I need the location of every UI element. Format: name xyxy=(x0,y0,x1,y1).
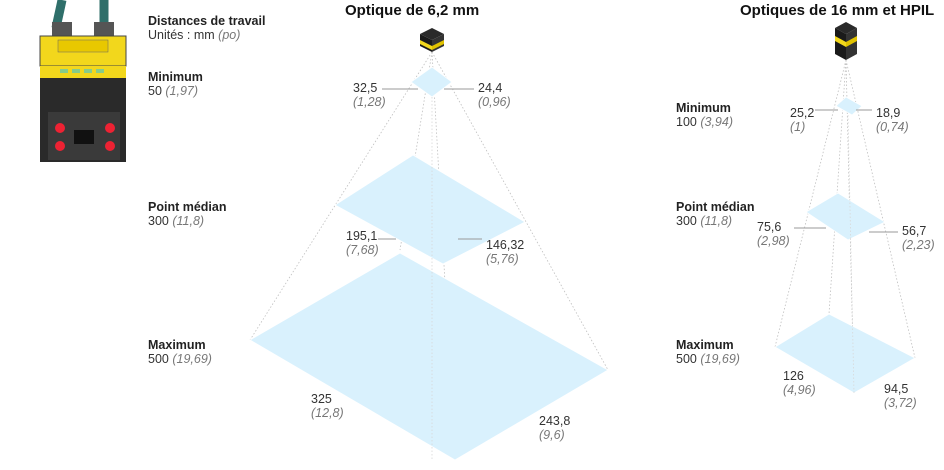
right-dim-mid-h: 56,7 (2,23) xyxy=(902,224,935,252)
row-alt: (19,69) xyxy=(172,352,212,366)
left-field-max xyxy=(249,252,609,461)
dim-value: 24,4 xyxy=(478,81,503,95)
row-alt: (11,8) xyxy=(172,214,205,228)
right-dim-max-w: 126 (4,96) xyxy=(783,369,816,397)
dim-value: 243,8 xyxy=(539,414,571,428)
right-dim-min-w: 25,2 (1) xyxy=(790,106,814,134)
row-alt: (3,94) xyxy=(700,115,733,129)
left-leaders xyxy=(378,88,482,240)
left-row-min: Minimum 50 (1,97) xyxy=(148,70,203,98)
units-label: Unités : mm xyxy=(148,28,215,42)
row-alt: (1,97) xyxy=(165,84,199,98)
right-field-mid xyxy=(805,192,886,241)
dim-alt: (4,96) xyxy=(783,383,816,397)
row-label: Point médian xyxy=(676,200,755,214)
dim-value: 195,1 xyxy=(346,229,378,243)
dim-value: 94,5 xyxy=(884,382,909,396)
dim-alt: (12,8) xyxy=(311,406,344,420)
row-label: Maximum xyxy=(676,338,734,352)
dim-value: 146,32 xyxy=(486,238,525,252)
camera-image xyxy=(39,0,127,162)
right-row-min: Minimum 100 (3,94) xyxy=(676,101,733,129)
dim-alt: (2,98) xyxy=(757,234,790,248)
left-row-mid: Point médian 300 (11,8) xyxy=(148,200,226,228)
dim-value: 75,6 xyxy=(757,220,782,234)
left-field-min xyxy=(410,66,453,98)
units-alt: (po) xyxy=(218,28,241,42)
right-dim-min-h: 18,9 (0,74) xyxy=(876,106,909,134)
dim-alt: (0,74) xyxy=(876,120,909,134)
row-value: 300 xyxy=(676,214,697,228)
row-alt: (11,8) xyxy=(700,214,733,228)
dim-value: 126 xyxy=(783,369,804,383)
row-value: 100 xyxy=(676,115,697,129)
distances-title: Distances de travail xyxy=(148,14,266,28)
row-alt: (19,69) xyxy=(700,352,740,366)
right-leaders xyxy=(794,109,898,233)
distances-header: Distances de travail Unités : mm (po) xyxy=(148,14,265,42)
left-pyramid xyxy=(249,28,609,461)
row-label: Minimum xyxy=(676,101,731,115)
row-label: Minimum xyxy=(148,70,203,84)
row-label: Point médian xyxy=(148,200,227,214)
left-title: Optique de 6,2 mm xyxy=(345,2,480,19)
left-row-max: Maximum 500 (19,69) xyxy=(148,338,212,366)
dim-alt: (5,76) xyxy=(486,252,519,266)
left-field-mid xyxy=(334,154,526,265)
right-row-mid: Point médian 300 (11,8) xyxy=(676,200,754,228)
right-title: Optiques de 16 mm et HPIL xyxy=(740,2,935,19)
units-line: Unités : mm (po) xyxy=(148,28,265,42)
right-pyramid xyxy=(774,22,916,394)
dim-alt: (0,96) xyxy=(478,95,511,109)
dim-alt: (1,28) xyxy=(353,95,386,109)
dim-value: 25,2 xyxy=(790,106,815,120)
row-value: 500 xyxy=(676,352,697,366)
left-dim-max-h: 243,8 (9,6) xyxy=(539,414,570,442)
row-value: 50 xyxy=(148,84,162,98)
dim-alt: (9,6) xyxy=(539,428,565,442)
right-lens-cube xyxy=(835,22,857,60)
left-dim-min-h: 24,4 (0,96) xyxy=(478,81,511,109)
dim-value: 325 xyxy=(311,392,332,406)
dim-value: 32,5 xyxy=(353,81,378,95)
row-value: 500 xyxy=(148,352,169,366)
left-dim-min-w: 32,5 (1,28) xyxy=(353,81,386,109)
left-dim-mid-h: 146,32 (5,76) xyxy=(486,238,524,266)
row-label: Maximum xyxy=(148,338,206,352)
dim-value: 18,9 xyxy=(876,106,901,120)
row-value: 300 xyxy=(148,214,169,228)
right-dim-max-h: 94,5 (3,72) xyxy=(884,382,917,410)
dim-value: 56,7 xyxy=(902,224,927,238)
left-dim-max-w: 325 (12,8) xyxy=(311,392,344,420)
dim-alt: (2,23) xyxy=(902,238,935,252)
left-dim-mid-w: 195,1 (7,68) xyxy=(346,229,379,257)
right-field-max xyxy=(774,313,916,394)
right-field-min xyxy=(835,96,863,116)
dim-alt: (3,72) xyxy=(884,396,917,410)
dim-alt: (7,68) xyxy=(346,243,379,257)
right-row-max: Maximum 500 (19,69) xyxy=(676,338,740,366)
left-lens-cube xyxy=(420,28,444,52)
right-dim-mid-w: 75,6 (2,98) xyxy=(757,220,790,248)
dim-alt: (1) xyxy=(790,120,806,134)
